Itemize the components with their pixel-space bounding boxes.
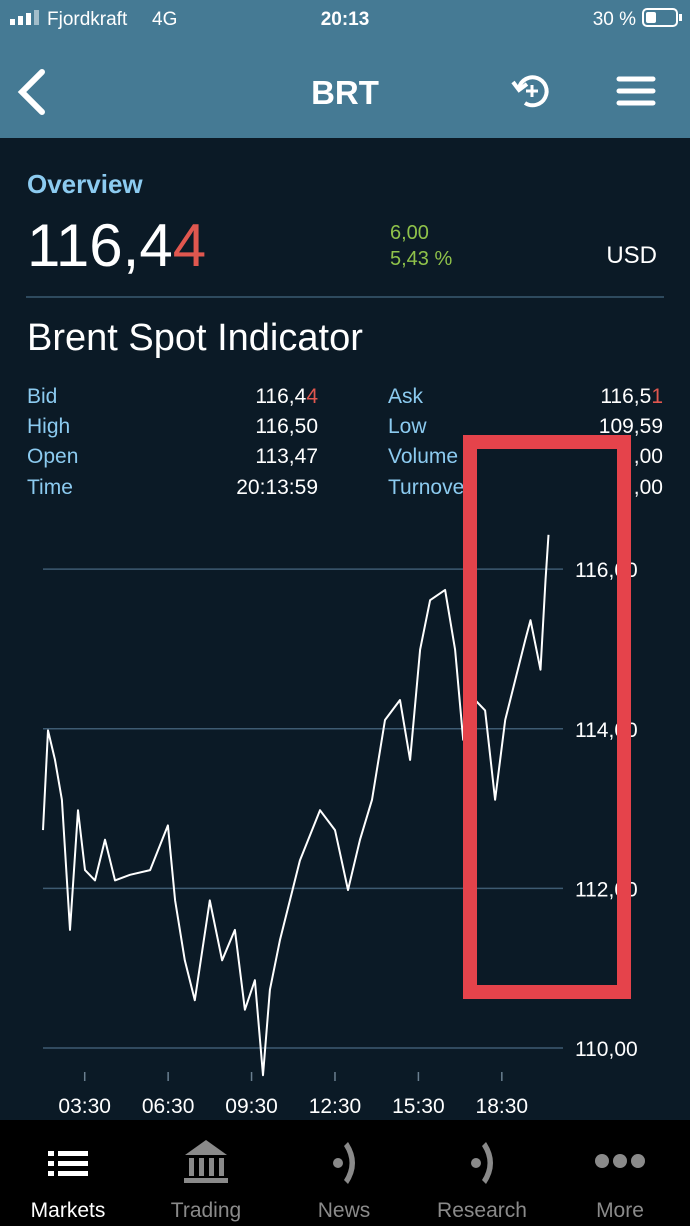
currency: USD: [606, 242, 657, 269]
x-tick-label: 03:30: [58, 1095, 111, 1118]
header-bar: [0, 0, 690, 138]
carrier: Fjordkraft: [47, 9, 128, 30]
stat-value: 116,44: [255, 385, 318, 408]
highlight-box: [463, 435, 631, 999]
x-tick-label: 06:30: [142, 1095, 195, 1118]
research-icon: [471, 1142, 493, 1184]
stat-value-main: ,00: [634, 445, 663, 468]
stat-label: Time: [27, 476, 73, 499]
news-icon: [333, 1142, 355, 1184]
x-tick-label: 15:30: [392, 1095, 445, 1118]
stat-label: Turnover: [388, 476, 471, 499]
refresh-button[interactable]: [511, 75, 549, 108]
battery-icon: [642, 8, 682, 27]
stat-value: 116,50: [255, 415, 318, 438]
stat-label: Bid: [27, 385, 57, 408]
tab-label[interactable]: Markets: [31, 1199, 106, 1222]
markets-icon: [48, 1151, 88, 1176]
stat-label: Volume: [388, 445, 458, 468]
stat-value: ,00: [634, 445, 663, 468]
stat-value-main: 20:13:59: [236, 476, 318, 499]
tab-label[interactable]: More: [596, 1199, 644, 1222]
tab-bar: [0, 1120, 690, 1226]
stats: Bid 116,44 High 116,50 Open 113,47 Time 20:13:5…: [27, 385, 663, 499]
change-pct: 5,43 %: [390, 248, 452, 270]
tab-label[interactable]: News: [318, 1199, 371, 1222]
back-button[interactable]: [17, 69, 45, 115]
stat-label: Open: [27, 445, 78, 468]
last-price: 116,44: [27, 212, 206, 279]
stat-label: High: [27, 415, 70, 438]
stat-value: 20:13:59: [236, 476, 318, 499]
tabs: Markets Trading News Research More: [31, 1199, 644, 1222]
tab-label[interactable]: Research: [437, 1199, 527, 1222]
stat-value-main: 116,4: [255, 385, 306, 408]
instrument-name: Brent Spot Indicator: [27, 317, 363, 359]
price-main: 116,4: [27, 212, 173, 279]
stat-value-last-digit: 4: [306, 385, 318, 408]
stat-value-main: 113,47: [255, 445, 318, 468]
stat-value-main: ,00: [634, 476, 663, 499]
stat-value: 113,47: [255, 445, 318, 468]
x-tick-label: 18:30: [476, 1095, 529, 1118]
price-last-digit: 4: [173, 212, 206, 279]
stat-value: 109,59: [599, 415, 663, 438]
signal-icon: [10, 10, 39, 25]
stat-label: Ask: [388, 385, 424, 408]
network: 4G: [152, 9, 177, 30]
price-line: [42, 534, 550, 1077]
stat-label: Low: [388, 415, 427, 438]
stat-value-main: 116,50: [255, 415, 318, 438]
stat-value-main: 109,59: [599, 415, 663, 438]
tab-label[interactable]: Trading: [171, 1199, 241, 1222]
clock: 20:13: [321, 9, 370, 30]
stat-value-last-digit: 1: [651, 385, 663, 408]
y-tick-label: 110,00: [575, 1038, 638, 1061]
x-tick-label: 09:30: [225, 1095, 278, 1118]
nav-title: BRT: [311, 74, 379, 111]
change: 6,00: [390, 222, 429, 244]
stat-value: ,00: [634, 476, 663, 499]
stat-value-main: 116,5: [600, 385, 651, 408]
more-icon: [595, 1154, 645, 1168]
trading-icon: [184, 1140, 228, 1183]
x-tick-label: 12:30: [309, 1095, 362, 1118]
battery-text: 30 %: [593, 9, 636, 30]
menu-button[interactable]: [616, 76, 656, 106]
overview-heading: Overview: [27, 169, 143, 199]
stat-value: 116,51: [600, 385, 663, 408]
